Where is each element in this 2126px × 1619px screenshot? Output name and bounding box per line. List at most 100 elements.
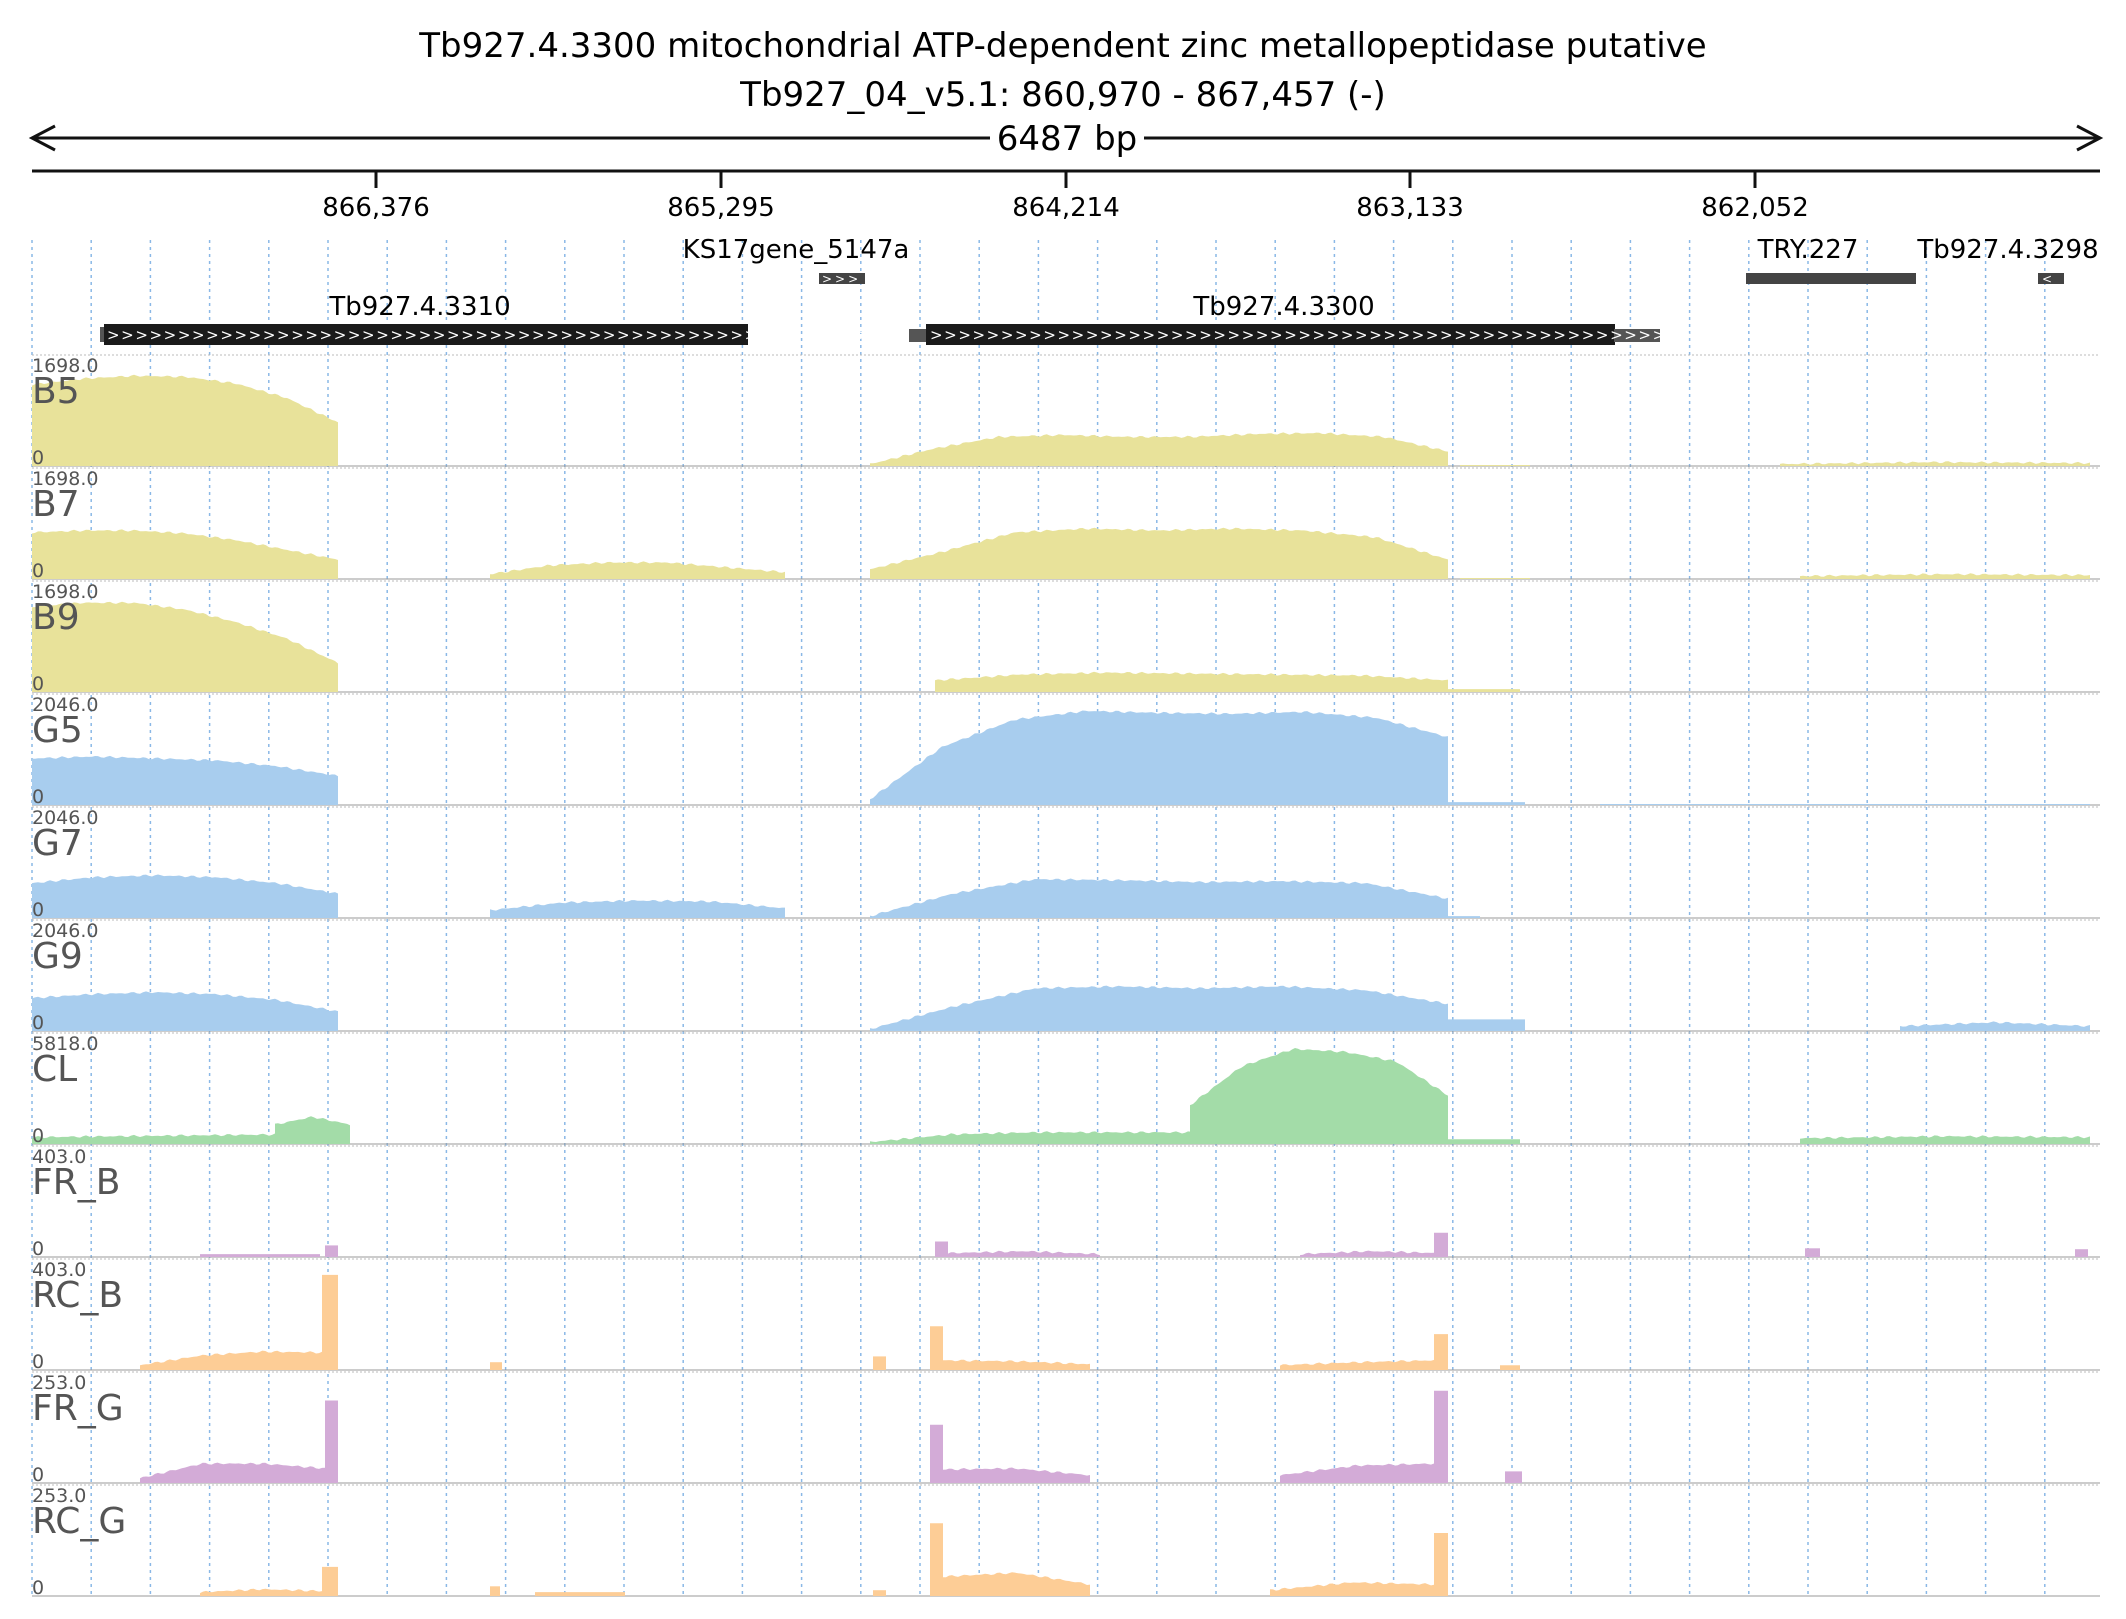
coverage-area [873, 1356, 886, 1370]
coverage-area [200, 1588, 325, 1596]
coverage-area [1600, 804, 2090, 805]
coverage-area [2075, 1249, 2088, 1257]
coverage-area [873, 1590, 886, 1596]
coverage-area [1448, 689, 1520, 692]
gene-feature-tb927-4-3298 [2038, 273, 2064, 284]
coverage-area [1280, 1359, 1434, 1370]
coverage-area [140, 1462, 325, 1483]
track-name-label: B5 [32, 371, 80, 412]
track-name-label: G7 [32, 823, 83, 864]
gene-label-try227: TRY.227 [1757, 235, 1859, 265]
track-min-label: 0 [32, 1577, 44, 1599]
gene-label-ks17gene-5147a: KS17gene_5147a [683, 235, 910, 265]
coverage-track-g7: 2046.0G7 0 [32, 806, 2100, 921]
coverage-area [1270, 1581, 1434, 1596]
track-max-label: 253.0 [32, 1372, 86, 1394]
track-min-label: 0 [32, 1351, 44, 1373]
coverage-area [948, 1250, 1100, 1257]
span-arrow: 6487 bp [28, 119, 2104, 159]
coordinate-ruler: 866,376 865,295 864,214 863,133 862,052 [32, 169, 2100, 223]
coverage-area [870, 710, 1448, 805]
coverage-area [200, 1254, 320, 1257]
track-min-label: 0 [32, 673, 44, 695]
coverage-track-b9: 1698.0B9 0 [32, 580, 2100, 695]
coverage-area [32, 874, 338, 918]
track-max-label: 1698.0 [32, 581, 98, 603]
coverage-area [32, 529, 338, 579]
track-name-label: B7 [32, 484, 80, 525]
coverage-area [325, 1400, 338, 1483]
coverage-track-rc-g: 253.0RC_G 0 [32, 1484, 2100, 1599]
coverage-area [1448, 1139, 1520, 1144]
track-max-label: 1698.0 [32, 355, 98, 377]
track-min-label: 0 [32, 1464, 44, 1486]
coverage-area [1460, 465, 1530, 466]
coverage-area [1780, 461, 2090, 466]
coverage-area [1434, 1390, 1448, 1483]
coverage-area [1280, 1463, 1434, 1483]
coverage-area [275, 1116, 350, 1144]
track-name-label: CL [32, 1049, 77, 1090]
coverage-area [935, 1241, 948, 1257]
track-min-label: 0 [32, 899, 44, 921]
track-max-label: 2046.0 [32, 694, 98, 716]
strand-arrows: >>> [822, 272, 861, 286]
gene-annotation-track: TRY.227 Tb927.4.3298 KS17gene_5147a Tb92… [100, 235, 2099, 345]
ruler-tick-label: 863,133 [1356, 193, 1464, 223]
coverage-area [32, 601, 338, 692]
track-name-label: FR_G [32, 1388, 124, 1429]
coverage-area [943, 1467, 1090, 1483]
track-max-label: 403.0 [32, 1259, 86, 1281]
coverage-track-cl: 5818.0CL 0 [32, 1032, 2100, 1147]
coverage-area [1800, 573, 2090, 579]
coverage-area [535, 1592, 625, 1596]
coverage-area [490, 561, 785, 579]
ruler-tick-label: 865,295 [667, 193, 775, 223]
gene-label-tb927-4-3310: Tb927.4.3310 [328, 292, 510, 322]
strand-arrows: >>>>>>>>>>>>>>>>>>>>>>>>>>>>>>>>>>>>>>>>… [930, 326, 1851, 344]
gene-utr [100, 327, 106, 342]
coverage-area [1434, 1232, 1448, 1257]
track-max-label: 403.0 [32, 1146, 86, 1168]
track-name-label: RC_G [32, 1501, 126, 1542]
gene-label-tb927-4-3300: Tb927.4.3300 [1192, 292, 1374, 322]
ruler-tick-label: 866,376 [322, 193, 430, 223]
coverage-area [870, 432, 1448, 466]
coverage-area [32, 374, 338, 466]
track-max-label: 1698.0 [32, 468, 98, 490]
track-max-label: 2046.0 [32, 807, 98, 829]
coverage-area [322, 1566, 338, 1596]
track-name-label: B9 [32, 597, 80, 638]
coverage-area [943, 1572, 1090, 1596]
span-label: 6487 bp [997, 119, 1138, 159]
coverage-area [870, 527, 1448, 579]
track-name-label: RC_B [32, 1275, 123, 1316]
coverage-area [1505, 1471, 1522, 1483]
coverage-area [1300, 1250, 1440, 1257]
coverage-area [935, 671, 1448, 692]
gene-feature-ks17gene-5147a [819, 273, 865, 284]
coverage-track-g9: 2046.0G9 0 [32, 919, 2100, 1034]
genomic-location: Tb927_04_v5.1: 860,970 - 867,457 (-) [739, 75, 1386, 115]
coverage-area [943, 1359, 1090, 1370]
gene-cds-tb927-4-3310 [104, 324, 748, 345]
track-name-label: G9 [32, 936, 83, 977]
track-name-label: G5 [32, 710, 83, 751]
coverage-area [1500, 1365, 1520, 1370]
ruler-tick-label: 862,052 [1701, 193, 1809, 223]
coverage-area [870, 1131, 1200, 1144]
coverage-area [1434, 1533, 1448, 1596]
coverage-area [490, 1362, 502, 1370]
strand-arrows: >>>>>>>>>>>>>>>>>>>>>>>>>>>>>>>>>>>>>>>>… [107, 326, 1014, 344]
track-min-label: 0 [32, 447, 44, 469]
gene-utr [909, 329, 927, 342]
track-max-label: 5818.0 [32, 1033, 98, 1055]
coverage-area [1434, 1334, 1448, 1370]
coverage-track-rc-b: 403.0RC_B 0 [32, 1258, 2100, 1373]
track-min-label: 0 [32, 1238, 44, 1260]
coverage-area [1448, 916, 1480, 918]
gene-utr [1614, 329, 1660, 342]
coverage-area [322, 1274, 338, 1370]
coverage-area [490, 899, 785, 918]
